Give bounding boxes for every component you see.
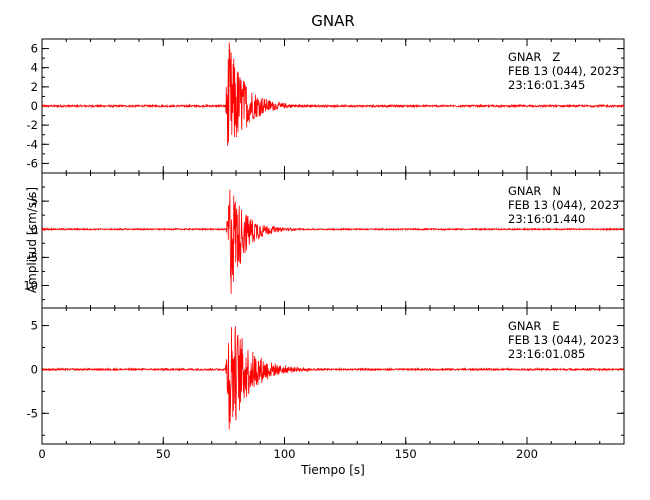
panel-annotation-line: FEB 13 (044), 2023	[508, 333, 619, 347]
panel-annotation-line: 23:16:01.345	[508, 78, 585, 92]
panel-annotation-line: GNAR N	[508, 184, 561, 198]
waveform-n	[41, 189, 625, 294]
panel-annotation-line: GNAR Z	[508, 50, 560, 64]
waveform-e	[41, 326, 625, 430]
y-tick-label: 10	[23, 279, 38, 293]
chart-title: GNAR	[311, 12, 355, 30]
y-tick-label: 6	[31, 42, 38, 56]
y-tick-label: 4	[31, 61, 38, 75]
x-tick-label: 50	[156, 447, 171, 461]
y-tick-label: 5	[31, 194, 38, 208]
y-tick-label: 0	[31, 222, 38, 236]
panel-annotation-line: FEB 13 (044), 2023	[508, 64, 619, 78]
y-tick-label: -5	[27, 406, 38, 420]
panel-annotation-line: FEB 13 (044), 2023	[508, 198, 619, 212]
x-tick-label: 200	[516, 447, 538, 461]
panel-annotation-line: 23:16:01.440	[508, 212, 585, 226]
x-tick-label: 150	[395, 447, 417, 461]
x-tick-label: 100	[274, 447, 296, 461]
y-tick-label: -2	[27, 118, 38, 132]
x-axis-label: Tiempo [s]	[300, 463, 365, 477]
y-tick-label: -4	[27, 137, 38, 151]
y-tick-label: 0	[31, 99, 38, 113]
y-tick-label: -6	[27, 156, 38, 170]
panel-annotation-line: 23:16:01.085	[508, 347, 585, 361]
y-tick-label: 2	[31, 80, 38, 94]
y-tick-label: 0	[31, 362, 38, 376]
x-tick-label: 0	[38, 447, 45, 461]
y-axis-label: Amplitud [cm/s/s]	[25, 187, 39, 293]
y-tick-label: 5	[31, 319, 38, 333]
waveform-z	[41, 42, 625, 146]
panel-annotation-line: GNAR E	[508, 319, 560, 333]
y-tick-label: -5	[27, 250, 38, 264]
